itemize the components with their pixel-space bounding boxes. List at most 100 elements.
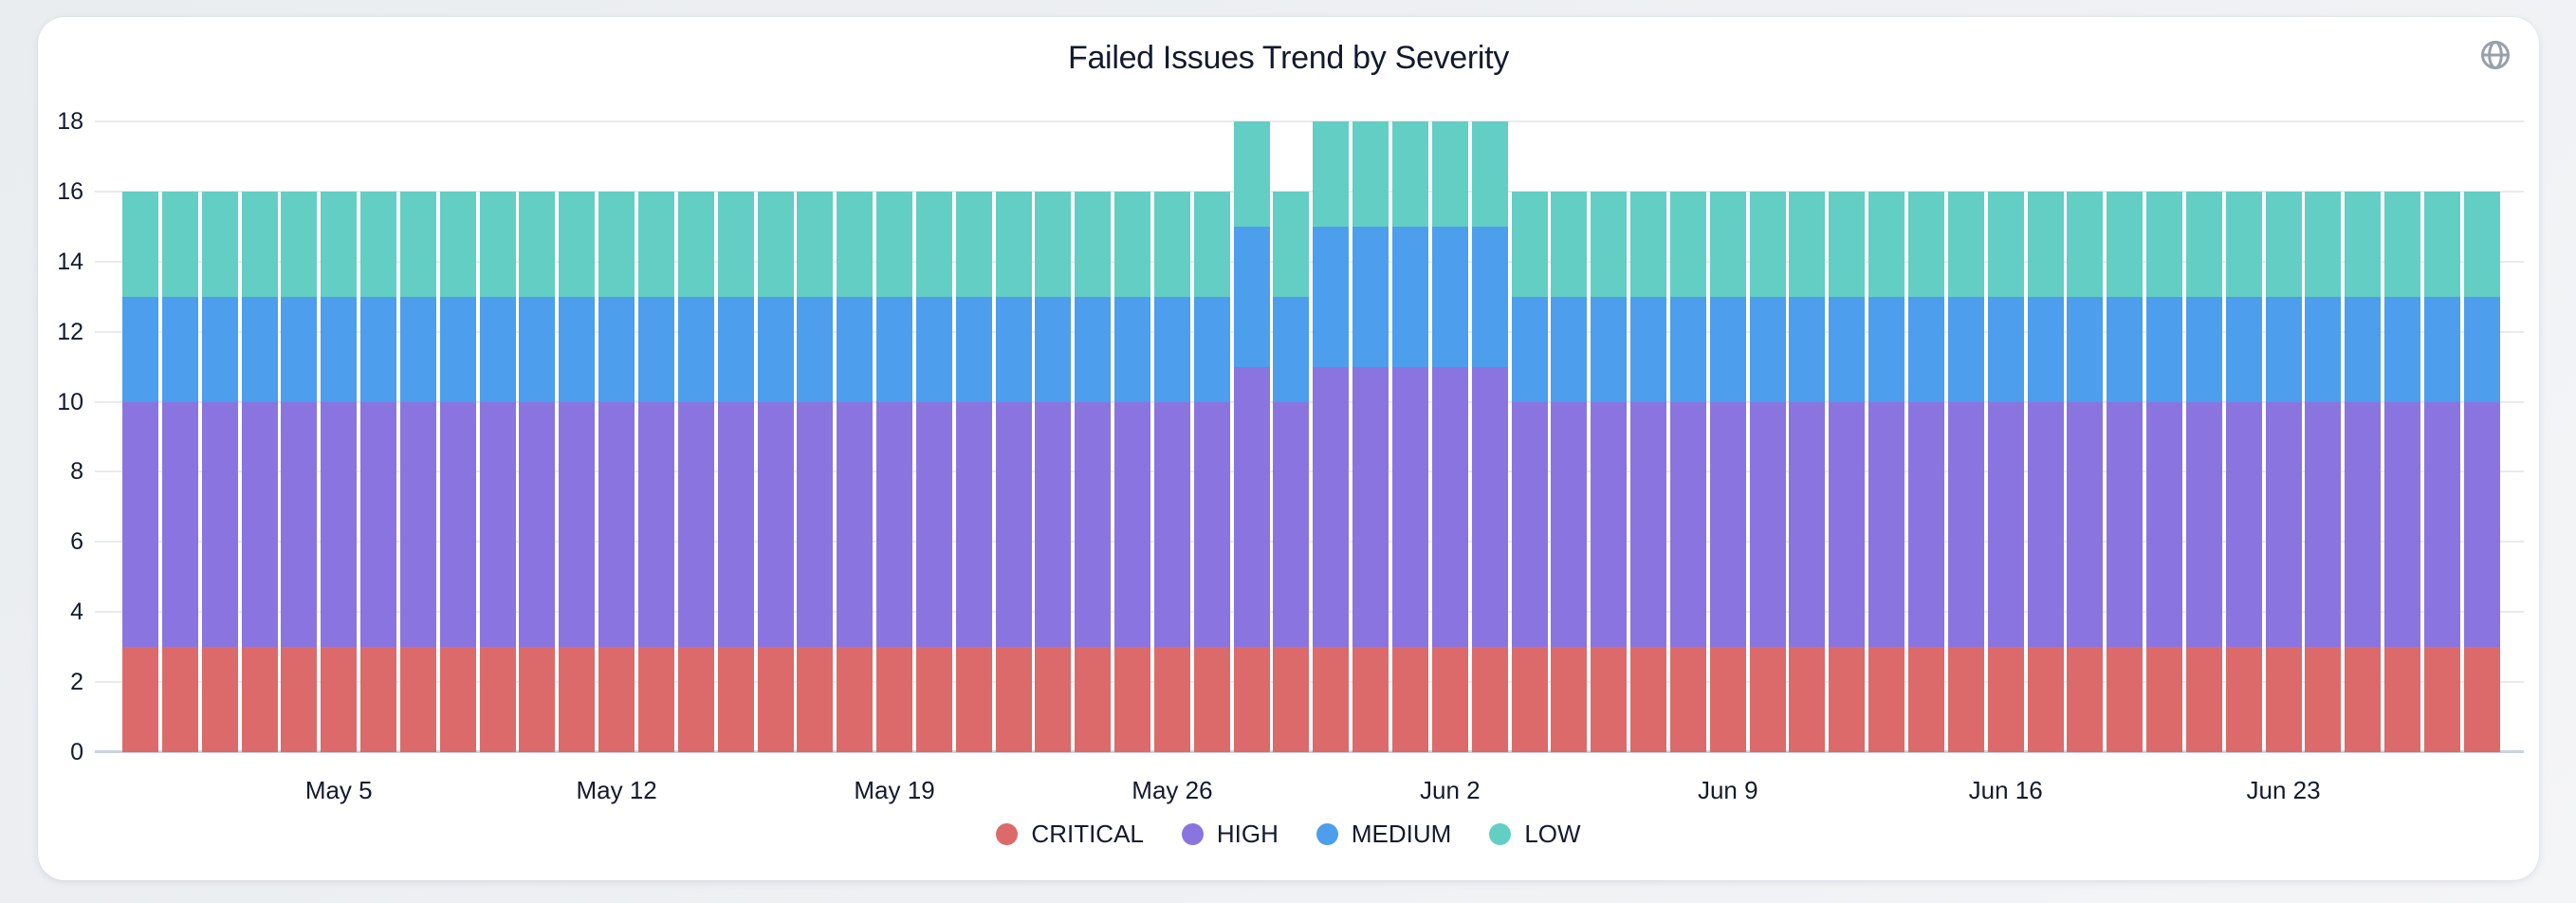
bar-segment-medium[interactable]	[2107, 296, 2144, 402]
bar-segment-high[interactable]	[1829, 401, 1866, 648]
bar-segment-low[interactable]	[1273, 191, 1310, 297]
bar-segment-critical[interactable]	[955, 647, 992, 752]
bar-jun-21[interactable]	[2185, 191, 2222, 752]
bar-segment-high[interactable]	[1313, 366, 1350, 648]
bar-segment-low[interactable]	[2265, 191, 2302, 297]
bar-jun-1[interactable]	[1392, 121, 1428, 752]
bar-may-20[interactable]	[915, 191, 952, 752]
bar-segment-low[interactable]	[1749, 191, 1786, 297]
bar-segment-low[interactable]	[201, 191, 238, 297]
bar-jun-14[interactable]	[1907, 191, 1944, 752]
bar-segment-high[interactable]	[1987, 401, 2024, 648]
bar-segment-low[interactable]	[281, 191, 318, 297]
bar-segment-high[interactable]	[1075, 401, 1112, 648]
bar-segment-low[interactable]	[757, 191, 794, 297]
bar-segment-critical[interactable]	[1591, 647, 1628, 752]
bar-segment-critical[interactable]	[559, 647, 596, 752]
bar-segment-high[interactable]	[1551, 401, 1588, 648]
bar-segment-critical[interactable]	[439, 647, 476, 752]
bar-segment-low[interactable]	[1987, 191, 2024, 297]
bar-segment-medium[interactable]	[360, 296, 397, 402]
bar-may-5[interactable]: May 5	[305, 191, 373, 804]
bar-segment-low[interactable]	[1591, 191, 1628, 297]
bar-segment-critical[interactable]	[1392, 647, 1428, 752]
bar-may-4[interactable]	[281, 191, 318, 752]
bar-may-29[interactable]	[1273, 191, 1310, 752]
bar-segment-medium[interactable]	[2067, 296, 2104, 402]
bar-segment-low[interactable]	[1868, 191, 1905, 297]
bar-segment-medium[interactable]	[2345, 296, 2382, 402]
bar-segment-low[interactable]	[2305, 191, 2342, 297]
bar-segment-critical[interactable]	[797, 647, 834, 752]
legend-item-low[interactable]: LOW	[1489, 820, 1581, 849]
bar-segment-critical[interactable]	[757, 647, 794, 752]
bar-segment-high[interactable]	[241, 401, 278, 648]
bar-jun-28[interactable]	[2463, 191, 2500, 752]
bar-segment-high[interactable]	[1471, 366, 1508, 648]
bar-segment-medium[interactable]	[637, 296, 674, 402]
bar-segment-medium[interactable]	[837, 296, 874, 402]
bar-segment-low[interactable]	[677, 191, 714, 297]
bar-may-27[interactable]	[1193, 191, 1230, 752]
bar-segment-critical[interactable]	[1630, 647, 1667, 752]
bar-segment-low[interactable]	[2384, 191, 2421, 297]
bar-segment-medium[interactable]	[2185, 296, 2222, 402]
bar-jun-27[interactable]	[2423, 191, 2460, 752]
bar-segment-low[interactable]	[2225, 191, 2262, 297]
bar-segment-medium[interactable]	[1273, 296, 1310, 402]
bar-segment-medium[interactable]	[757, 296, 794, 402]
bar-segment-low[interactable]	[241, 191, 278, 297]
bar-segment-low[interactable]	[1630, 191, 1667, 297]
bar-segment-medium[interactable]	[1630, 296, 1667, 402]
bar-segment-medium[interactable]	[2305, 296, 2342, 402]
bar-segment-high[interactable]	[2107, 401, 2144, 648]
bar-segment-low[interactable]	[1669, 191, 1706, 297]
bar-segment-critical[interactable]	[360, 647, 397, 752]
bar-segment-high[interactable]	[837, 401, 874, 648]
bar-segment-low[interactable]	[321, 191, 358, 297]
bar-segment-medium[interactable]	[915, 296, 952, 402]
bar-segment-low[interactable]	[1829, 191, 1866, 297]
bar-segment-medium[interactable]	[1987, 296, 2024, 402]
bar-segment-high[interactable]	[122, 401, 158, 648]
bar-segment-critical[interactable]	[2423, 647, 2460, 752]
bar-jun-24[interactable]	[2305, 191, 2342, 752]
bar-segment-low[interactable]	[1114, 191, 1151, 297]
bar-segment-critical[interactable]	[1669, 647, 1706, 752]
bar-segment-high[interactable]	[1431, 366, 1468, 648]
bar-segment-high[interactable]	[1233, 366, 1270, 648]
bar-segment-medium[interactable]	[797, 296, 834, 402]
bar-segment-medium[interactable]	[2225, 296, 2262, 402]
bar-may-24[interactable]	[1075, 191, 1112, 752]
bar-segment-high[interactable]	[559, 401, 596, 648]
bar-segment-high[interactable]	[2067, 401, 2104, 648]
bar-segment-critical[interactable]	[1114, 647, 1151, 752]
bar-segment-medium[interactable]	[1035, 296, 1072, 402]
bar-segment-medium[interactable]	[1392, 226, 1428, 367]
bar-may-3[interactable]	[241, 191, 278, 752]
bar-segment-high[interactable]	[757, 401, 794, 648]
bar-segment-low[interactable]	[1193, 191, 1230, 297]
bar-segment-critical[interactable]	[2384, 647, 2421, 752]
bar-segment-high[interactable]	[717, 401, 754, 648]
bar-segment-high[interactable]	[598, 401, 635, 648]
bar-segment-medium[interactable]	[1352, 226, 1389, 367]
bar-segment-medium[interactable]	[2463, 296, 2500, 402]
bar-segment-critical[interactable]	[1947, 647, 1984, 752]
bar-segment-medium[interactable]	[1749, 296, 1786, 402]
bar-segment-medium[interactable]	[2384, 296, 2421, 402]
bar-segment-low[interactable]	[1947, 191, 1984, 297]
bar-jun-20[interactable]	[2146, 191, 2183, 752]
bar-segment-high[interactable]	[1630, 401, 1667, 648]
bar-segment-medium[interactable]	[519, 296, 556, 402]
bar-segment-critical[interactable]	[2027, 647, 2064, 752]
bar-may-19[interactable]: May 19	[854, 191, 935, 804]
legend-item-high[interactable]: HIGH	[1181, 820, 1279, 849]
bar-jun-23[interactable]: Jun 23	[2247, 191, 2321, 804]
bar-segment-critical[interactable]	[1153, 647, 1190, 752]
bar-segment-critical[interactable]	[519, 647, 556, 752]
bar-segment-medium[interactable]	[2423, 296, 2460, 402]
bar-segment-medium[interactable]	[1233, 226, 1270, 367]
bar-segment-critical[interactable]	[876, 647, 913, 752]
bar-segment-medium[interactable]	[1114, 296, 1151, 402]
